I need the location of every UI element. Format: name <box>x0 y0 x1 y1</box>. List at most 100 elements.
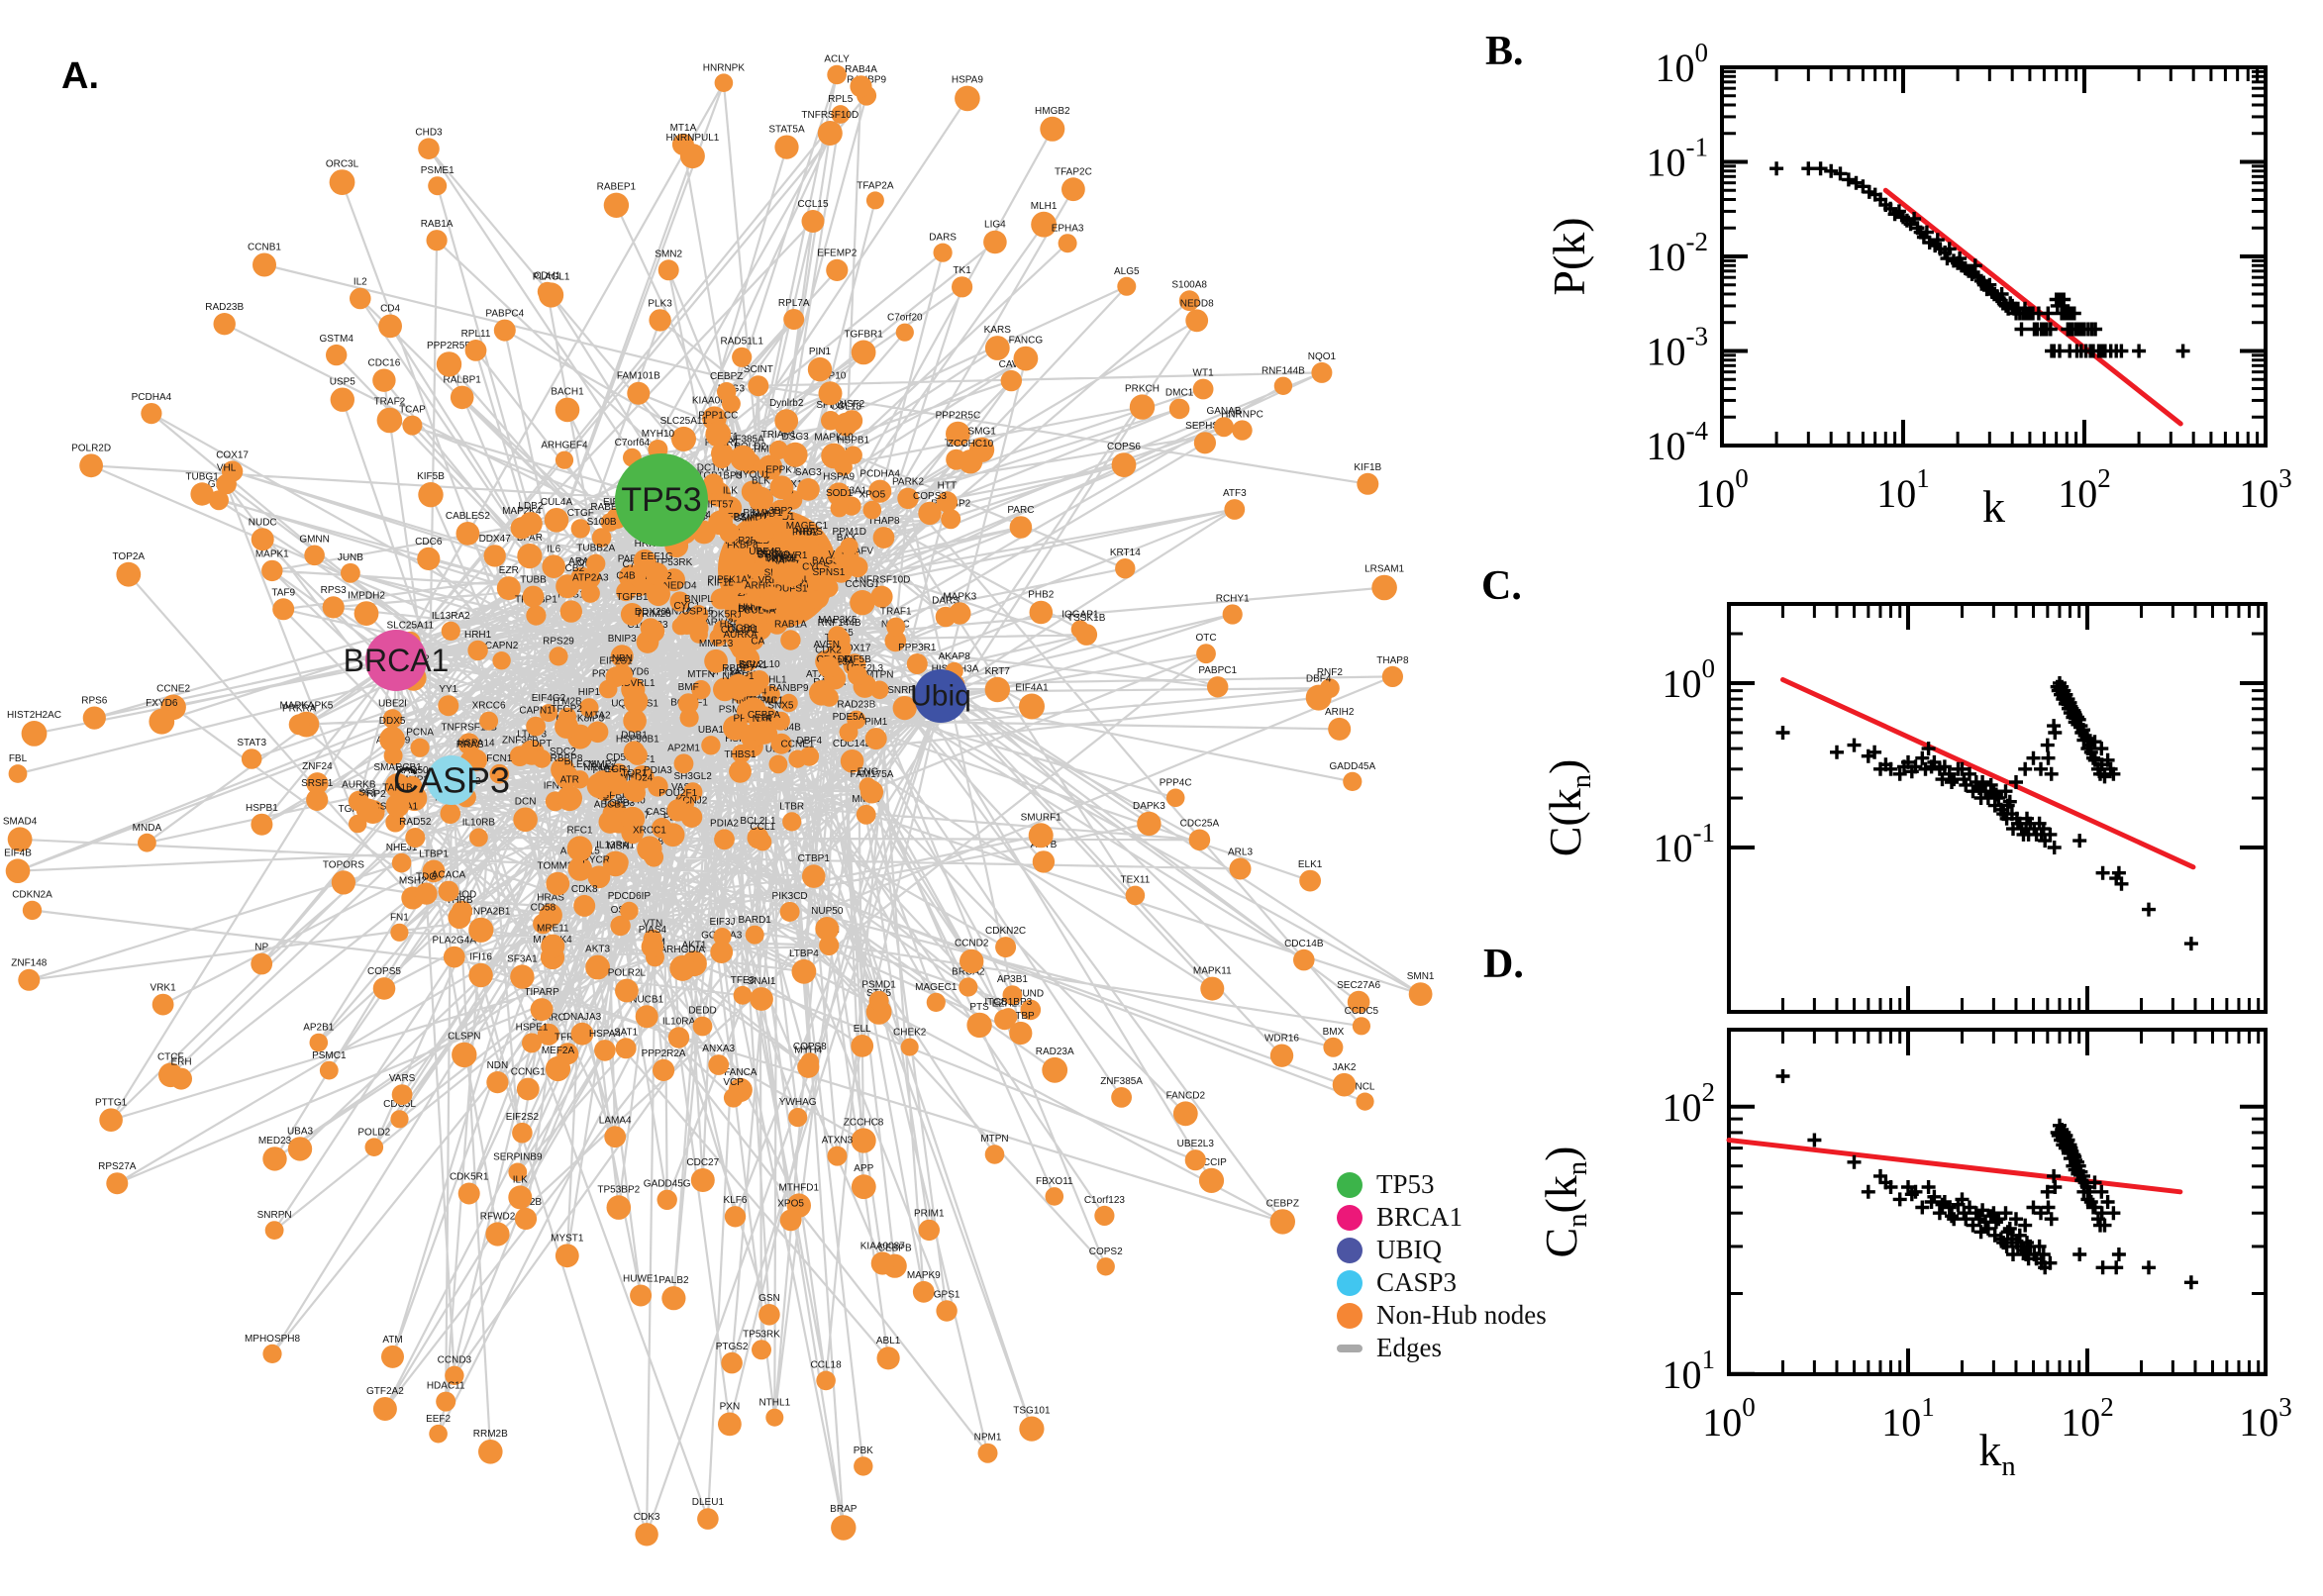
network-node <box>1172 1101 1198 1127</box>
network-node-label: ACVRL1 <box>617 678 656 689</box>
network-node-label: MAPK10 <box>814 433 854 444</box>
network-node-label: HRH1 <box>464 630 492 641</box>
network-node-label: NUP50 <box>811 906 844 917</box>
network-node <box>868 479 892 503</box>
network-node <box>152 993 174 1016</box>
network-node <box>443 946 465 968</box>
axis-tick-label: 103 <box>2239 1392 2292 1445</box>
network-node-label: CD53 <box>606 752 632 763</box>
network-node-label: OTC <box>1195 633 1216 644</box>
network-node <box>828 626 848 646</box>
network-node-label: ZNF385A <box>722 435 764 446</box>
network-node-label: SNX5 <box>767 701 794 712</box>
network-node-label: CDC16 <box>368 358 401 369</box>
network-node <box>1125 885 1146 906</box>
network-node <box>862 500 882 520</box>
network-node-label: SERPINB9 <box>493 1152 543 1163</box>
network-node <box>385 812 406 833</box>
network-edges <box>17 74 1422 1536</box>
network-node-label: HDAC11 <box>427 1381 465 1392</box>
network-node-label: JUNB <box>338 552 363 563</box>
network-node <box>329 169 355 196</box>
axis-title: C(kn) <box>1540 759 1597 857</box>
network-node-label: MAPK3 <box>943 591 976 602</box>
network-node-label: ACLY <box>824 54 850 65</box>
network-node-label: ACACA <box>432 870 466 881</box>
network-node-label: MYH4 <box>794 1046 822 1056</box>
network-node <box>724 1206 747 1228</box>
network-node <box>390 1110 409 1129</box>
network-node <box>730 445 757 471</box>
network-node <box>492 651 511 670</box>
network-node <box>667 1027 690 1048</box>
network-node-label: ABCB1 <box>594 800 627 811</box>
network-node-label: HIST2H2AC <box>7 710 61 721</box>
network-node <box>213 313 236 336</box>
network-node <box>821 411 841 431</box>
network-node <box>1200 976 1225 1001</box>
network-node-label: CDH1 <box>534 271 561 282</box>
network-node-label: ERH <box>170 1057 191 1068</box>
network-node-label: GADD45G <box>644 1179 691 1190</box>
network-node-label: DCTN1 <box>697 462 731 473</box>
network-node-label: CUL4A <box>744 605 776 616</box>
network-node <box>1129 394 1156 420</box>
network-node <box>729 759 752 783</box>
network-node <box>559 600 582 623</box>
axis-tick-label: 101 <box>1876 463 1930 516</box>
network-node <box>616 581 636 602</box>
network-node-label: RNF144B <box>818 618 861 629</box>
network-node <box>1137 811 1162 837</box>
network-node <box>801 210 825 233</box>
network-node <box>955 85 980 112</box>
network-node <box>933 243 953 262</box>
network-node <box>556 785 582 812</box>
network-node-label: CTCF <box>157 1052 184 1063</box>
network-node-label: EZH2 <box>992 998 1018 1009</box>
network-node <box>949 602 971 625</box>
network-node <box>1019 1416 1045 1442</box>
network-node <box>683 782 703 802</box>
network-node-label: BCL2L1 <box>740 816 776 827</box>
network-node <box>1075 624 1098 646</box>
network-node <box>984 676 1010 703</box>
network-node <box>816 1370 836 1391</box>
network-node <box>851 1128 876 1153</box>
network-node-label: NBN <box>612 653 633 664</box>
network-node <box>591 528 612 548</box>
network-node <box>385 793 410 818</box>
hub-node-casp3 <box>427 755 476 805</box>
network-node <box>851 1174 876 1200</box>
network-node <box>886 617 906 637</box>
network-node-label: TNFRSF11B <box>441 722 497 733</box>
network-node <box>1009 1021 1033 1046</box>
network-node-label: EIF2S2 <box>506 1112 540 1123</box>
network-node <box>705 421 732 448</box>
network-node-label: PLEC1 <box>564 759 596 770</box>
network-node-label: ELK1 <box>1298 859 1323 870</box>
network-node <box>704 648 728 673</box>
network-node-label: NUDC <box>249 517 277 528</box>
network-node <box>556 574 580 599</box>
network-node <box>708 1054 730 1075</box>
network-node-label: ATM <box>382 1335 402 1346</box>
network-node <box>1058 234 1077 253</box>
network-node <box>533 749 552 768</box>
network-node <box>872 527 895 549</box>
network-node <box>1229 857 1252 880</box>
network-node-label: PBK <box>854 1446 873 1456</box>
legend-node-icon <box>1337 1171 1363 1198</box>
network-node-label: USP10 <box>815 370 847 381</box>
network-node <box>851 340 876 365</box>
network-node <box>765 1408 784 1427</box>
network-node <box>656 1189 677 1211</box>
network-node <box>1032 850 1056 873</box>
network-node <box>802 864 826 888</box>
network-node-label: SNRPN <box>257 1210 292 1221</box>
network-node-label: BNIP3 <box>608 634 637 645</box>
network-node-label: SCINT <box>744 364 773 375</box>
network-node <box>712 449 732 469</box>
network-node <box>1115 558 1136 579</box>
network-node-label: RAB4A <box>845 64 877 75</box>
